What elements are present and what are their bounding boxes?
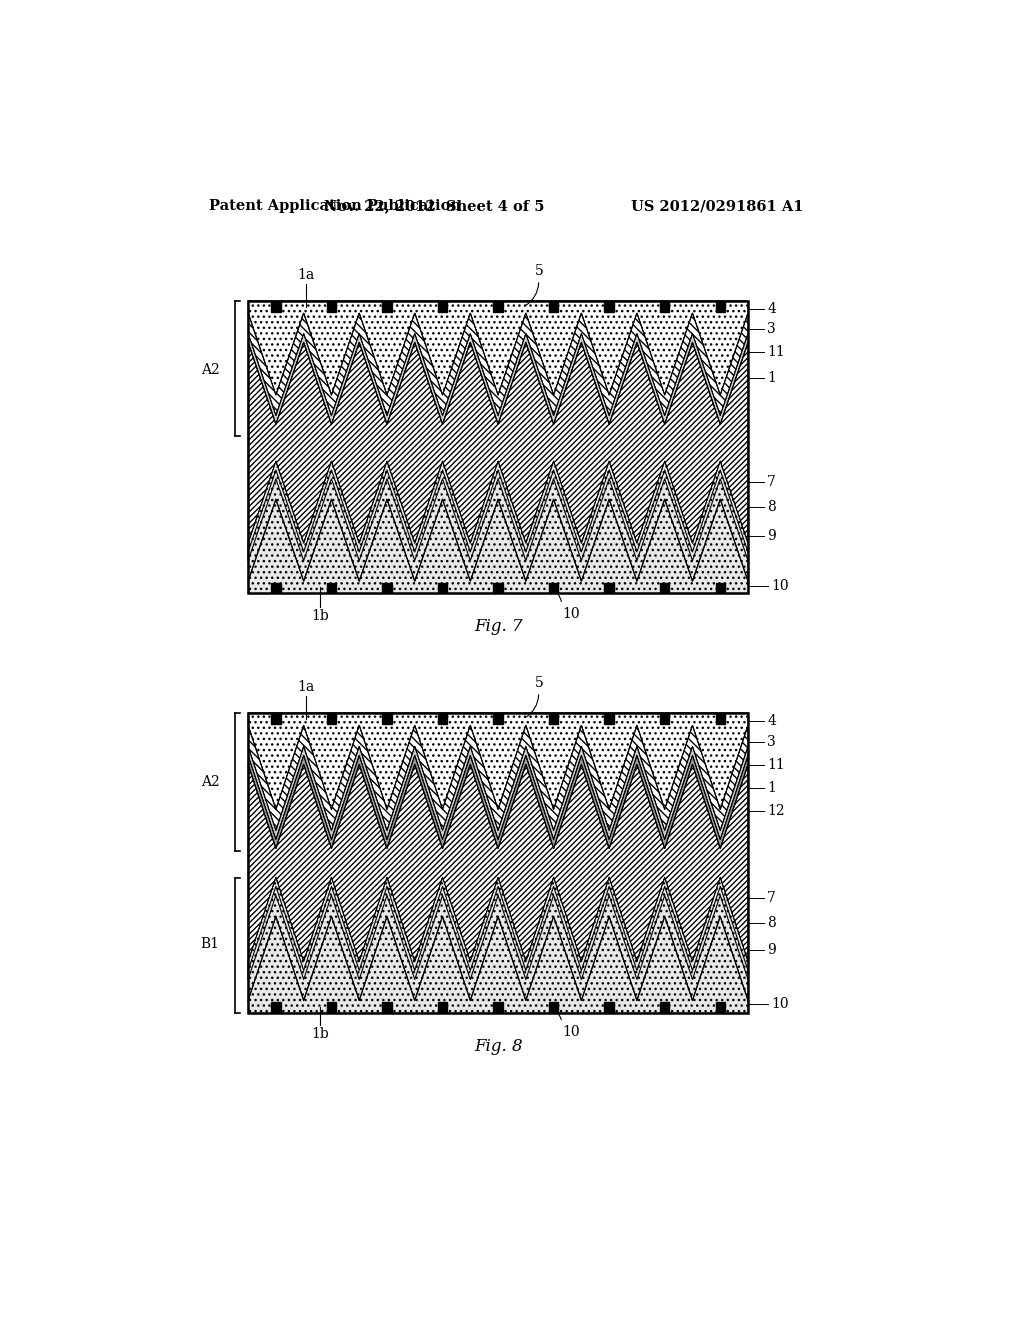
Bar xyxy=(327,714,336,723)
Bar xyxy=(438,302,447,312)
Polygon shape xyxy=(248,470,748,561)
Bar xyxy=(660,582,670,591)
Text: 1: 1 xyxy=(767,781,776,795)
Text: 1: 1 xyxy=(767,371,776,385)
Polygon shape xyxy=(248,764,748,979)
Polygon shape xyxy=(248,878,748,1014)
Polygon shape xyxy=(248,313,748,416)
Bar xyxy=(604,714,613,723)
Bar xyxy=(660,302,670,312)
Text: 1a: 1a xyxy=(298,680,314,693)
Bar xyxy=(382,714,391,723)
Bar xyxy=(604,582,613,591)
Polygon shape xyxy=(248,301,748,594)
Text: 5: 5 xyxy=(535,676,543,689)
Bar xyxy=(327,1002,336,1011)
Polygon shape xyxy=(248,755,748,849)
Polygon shape xyxy=(248,461,748,594)
Polygon shape xyxy=(248,886,748,979)
Bar xyxy=(494,582,503,591)
Bar xyxy=(716,1002,725,1011)
Text: 1a: 1a xyxy=(298,268,314,281)
Text: Fig. 8: Fig. 8 xyxy=(474,1038,522,1055)
Text: 11: 11 xyxy=(767,758,785,772)
Polygon shape xyxy=(248,342,748,561)
Polygon shape xyxy=(248,726,748,830)
Text: 9: 9 xyxy=(767,529,776,543)
Text: US 2012/0291861 A1: US 2012/0291861 A1 xyxy=(631,199,803,213)
Text: 3: 3 xyxy=(767,735,776,748)
Bar xyxy=(438,1002,447,1011)
Bar xyxy=(327,302,336,312)
Text: 10: 10 xyxy=(771,578,788,593)
Bar xyxy=(549,714,558,723)
Text: 7: 7 xyxy=(767,891,776,904)
Text: B1: B1 xyxy=(201,937,219,950)
Bar xyxy=(271,1002,281,1011)
Text: Nov. 22, 2012  Sheet 4 of 5: Nov. 22, 2012 Sheet 4 of 5 xyxy=(324,199,545,213)
Text: Patent Application Publication: Patent Application Publication xyxy=(209,199,462,213)
Polygon shape xyxy=(248,746,748,840)
Bar xyxy=(271,302,281,312)
Bar xyxy=(549,582,558,591)
Text: 8: 8 xyxy=(767,500,776,515)
Bar xyxy=(660,1002,670,1011)
Text: A2: A2 xyxy=(201,363,219,378)
Polygon shape xyxy=(248,301,748,395)
Text: 9: 9 xyxy=(767,942,776,957)
Text: 10: 10 xyxy=(562,607,580,620)
Bar xyxy=(271,582,281,591)
Bar xyxy=(549,1002,558,1011)
Bar xyxy=(660,714,670,723)
Bar xyxy=(382,302,391,312)
Text: Fig. 7: Fig. 7 xyxy=(474,618,522,635)
Bar xyxy=(382,582,391,591)
Text: 4: 4 xyxy=(767,302,776,317)
Bar xyxy=(327,582,336,591)
Text: 5: 5 xyxy=(535,264,543,277)
Bar xyxy=(494,1002,503,1011)
Text: 1b: 1b xyxy=(311,609,329,623)
Text: 4: 4 xyxy=(767,714,776,729)
Text: 11: 11 xyxy=(767,346,785,359)
Text: 3: 3 xyxy=(767,322,776,337)
Bar xyxy=(438,582,447,591)
Bar xyxy=(494,714,503,723)
Text: 10: 10 xyxy=(562,1024,580,1039)
Bar xyxy=(716,302,725,312)
Polygon shape xyxy=(248,878,748,970)
Bar xyxy=(604,1002,613,1011)
Bar xyxy=(438,714,447,723)
Bar xyxy=(716,714,725,723)
Bar xyxy=(716,582,725,591)
Text: 8: 8 xyxy=(767,916,776,931)
Polygon shape xyxy=(248,713,748,809)
Bar xyxy=(494,302,503,312)
Text: 10: 10 xyxy=(771,997,788,1011)
Polygon shape xyxy=(248,461,748,552)
Polygon shape xyxy=(248,334,748,424)
Text: 12: 12 xyxy=(767,804,785,818)
Text: 7: 7 xyxy=(767,475,776,488)
Bar xyxy=(604,302,613,312)
Bar xyxy=(549,302,558,312)
Bar xyxy=(382,1002,391,1011)
Text: A2: A2 xyxy=(201,775,219,789)
Bar xyxy=(271,714,281,723)
Polygon shape xyxy=(248,713,748,1014)
Text: 1b: 1b xyxy=(311,1027,329,1041)
